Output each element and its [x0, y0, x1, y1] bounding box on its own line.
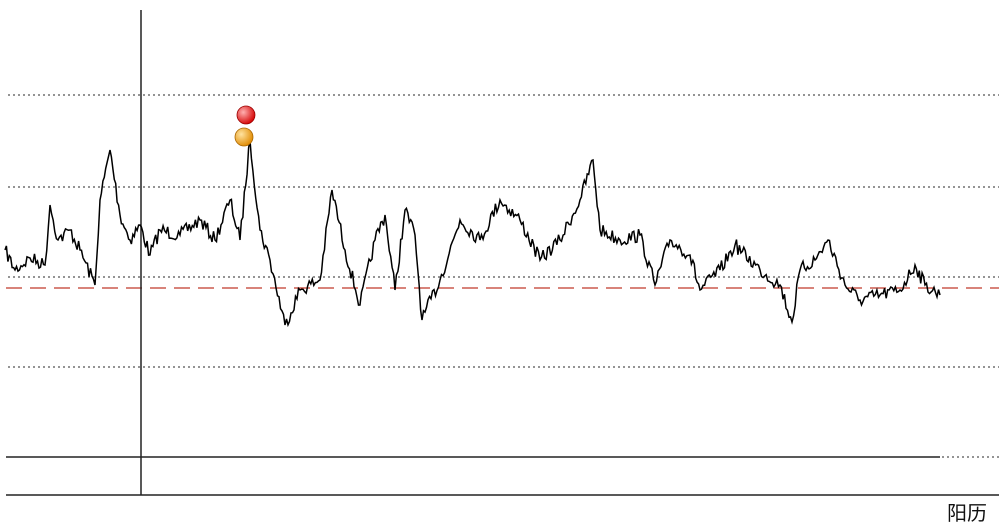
marker-red[interactable]: [236, 105, 256, 125]
marker-orange[interactable]: [234, 127, 254, 147]
calendar-label[interactable]: 阳历: [947, 501, 987, 525]
price-line: [4, 139, 941, 328]
